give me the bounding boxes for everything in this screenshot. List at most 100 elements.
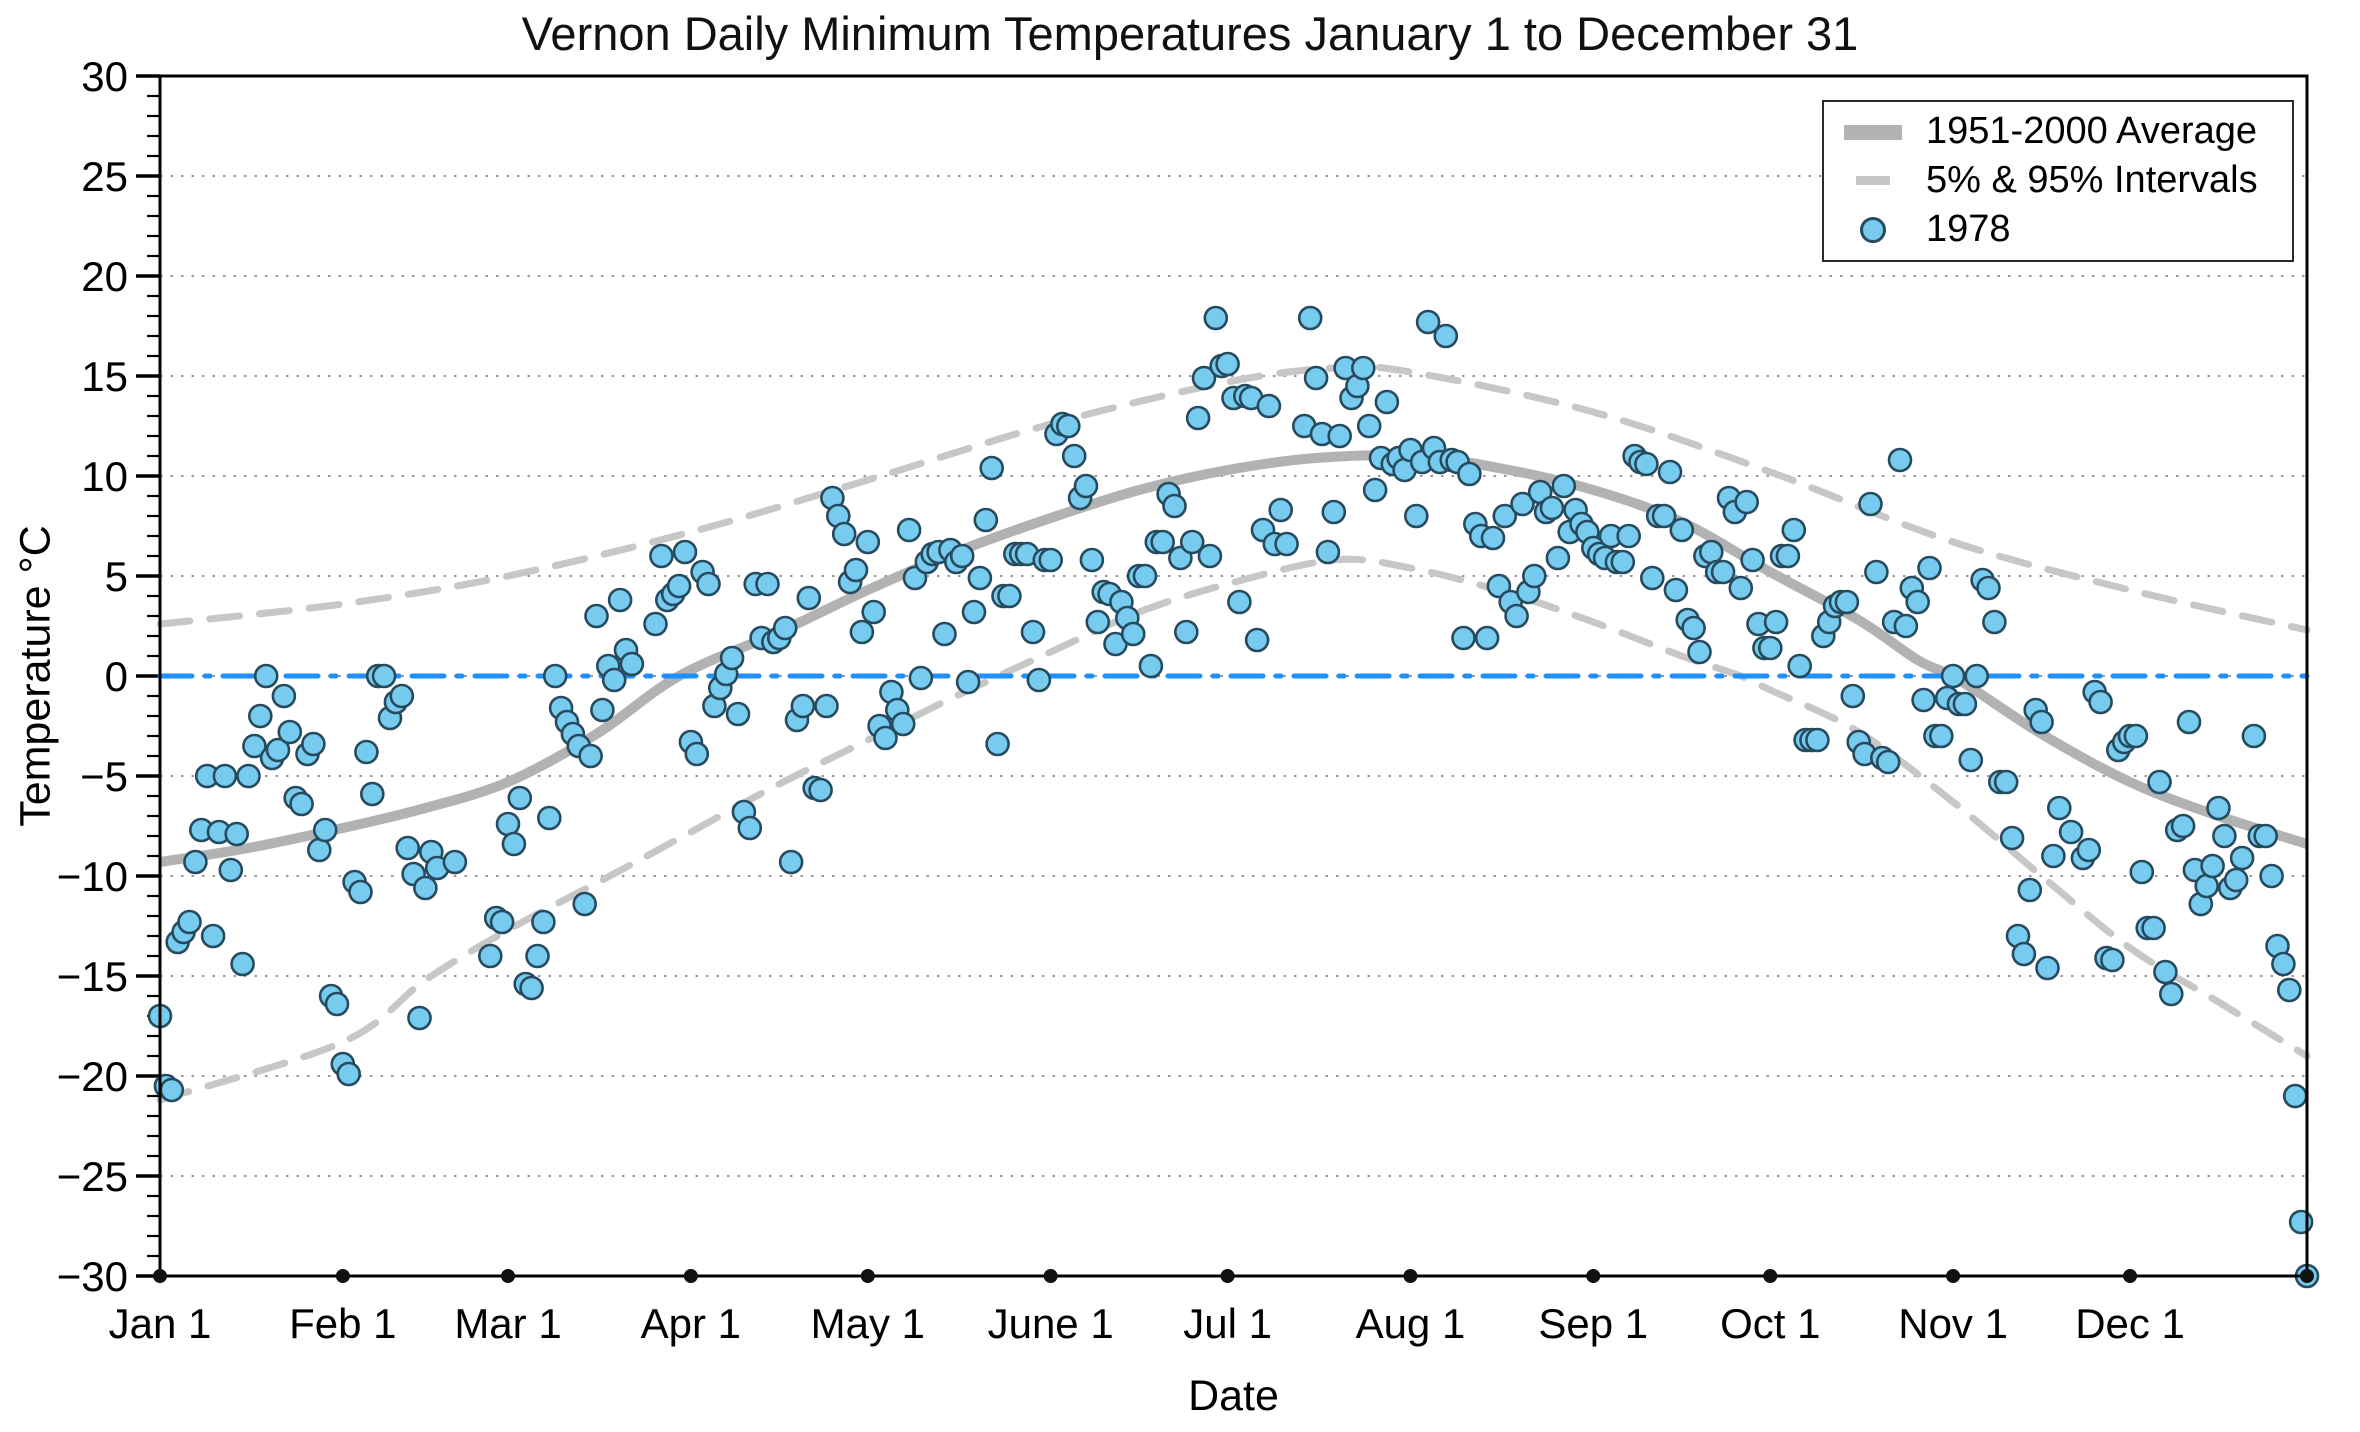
month-tick-dot bbox=[501, 1269, 516, 1283]
scatter-point bbox=[755, 571, 780, 597]
scatter-point bbox=[1634, 451, 1659, 477]
scatter-point bbox=[2129, 859, 2155, 885]
scatter-point bbox=[1185, 405, 1211, 431]
scatter-point bbox=[536, 805, 562, 831]
scatter-point bbox=[2153, 959, 2178, 985]
scatter-point bbox=[183, 849, 208, 875]
scatter-point bbox=[531, 909, 556, 935]
x-tick-label: Feb 1 bbox=[289, 1300, 396, 1347]
month-tick-dot bbox=[335, 1269, 350, 1283]
scatter-point bbox=[1415, 309, 1441, 335]
scatter-point bbox=[973, 507, 999, 533]
scatter-point bbox=[477, 943, 503, 969]
scatter-point bbox=[324, 991, 350, 1017]
scatter-point bbox=[507, 785, 533, 811]
y-tick-label: 10 bbox=[81, 453, 128, 500]
scatter-point bbox=[289, 791, 314, 817]
scatter-point bbox=[1522, 563, 1547, 589]
scatter-point bbox=[1150, 529, 1175, 555]
scatter-point bbox=[442, 849, 468, 875]
scatter-point bbox=[1297, 305, 1323, 331]
y-tick-label: −15 bbox=[57, 953, 128, 1000]
average-line-swatch-icon bbox=[1842, 124, 1904, 140]
scatter-point bbox=[2159, 981, 2184, 1007]
scatter-point bbox=[772, 615, 798, 641]
scatter-point bbox=[489, 909, 515, 935]
scatter-point bbox=[236, 763, 261, 789]
y-tick-label: −10 bbox=[57, 853, 128, 900]
y-tick-label: −25 bbox=[57, 1153, 128, 1200]
scatter-point bbox=[2147, 769, 2172, 795]
scatter-point bbox=[2076, 837, 2102, 863]
scatter-point bbox=[649, 543, 674, 569]
scatter-point bbox=[961, 599, 987, 625]
scatter-point bbox=[159, 1077, 185, 1103]
legend-item-intervals: 5% & 95% Intervals bbox=[1842, 159, 2292, 202]
scatter-point bbox=[1911, 687, 1936, 713]
scatter-point bbox=[578, 743, 603, 769]
scatter-point bbox=[1929, 723, 1954, 749]
scatter-point bbox=[306, 837, 332, 863]
scatter-point bbox=[1227, 589, 1252, 615]
scatter-point bbox=[1061, 443, 1087, 469]
scatter-point bbox=[1681, 615, 1706, 641]
scatter-point bbox=[1958, 747, 1984, 773]
scatter-point bbox=[1905, 589, 1930, 615]
scatter-point bbox=[265, 737, 291, 763]
scatter-point bbox=[1079, 547, 1105, 573]
scatter-point bbox=[590, 697, 615, 723]
scatter-point bbox=[1191, 365, 1217, 391]
scatter-point bbox=[1315, 539, 1341, 565]
scatter-point bbox=[2176, 709, 2202, 735]
scatter-point bbox=[2123, 723, 2149, 749]
scatter-point bbox=[1132, 563, 1158, 589]
scatter-point bbox=[519, 975, 544, 1001]
scatter-point bbox=[1351, 355, 1376, 381]
scatter-point bbox=[572, 891, 598, 917]
scatter-point bbox=[855, 529, 881, 555]
scatter-point bbox=[2058, 819, 2084, 845]
scatter-point bbox=[1616, 523, 1641, 549]
scatter-point bbox=[277, 719, 303, 745]
month-tick-dot bbox=[1763, 1269, 1778, 1283]
page-title: Vernon Daily Minimum Temperatures Januar… bbox=[521, 7, 1859, 60]
scatter-point bbox=[2041, 843, 2066, 869]
scatter-point bbox=[1073, 473, 1099, 499]
scatter-point bbox=[908, 665, 934, 691]
scatter-point bbox=[2259, 863, 2284, 889]
scatter-point bbox=[1834, 589, 1860, 615]
scatter-point bbox=[1669, 517, 1695, 543]
scatter-point bbox=[1687, 639, 1712, 665]
scatter-point bbox=[2047, 795, 2072, 821]
scatter-point bbox=[619, 651, 645, 677]
x-tick-label: Dec 1 bbox=[2075, 1300, 2185, 1347]
scatter-point bbox=[1268, 497, 1293, 523]
scatter-point bbox=[2100, 947, 2125, 973]
interval-curve bbox=[156, 555, 2311, 1104]
scatter-point bbox=[242, 733, 267, 759]
scatter-point bbox=[1775, 543, 1801, 569]
scatter-point bbox=[979, 455, 1005, 481]
scatter-point bbox=[896, 517, 922, 543]
scatter-point bbox=[2088, 689, 2113, 715]
month-tick-dot bbox=[2123, 1269, 2138, 1283]
y-tick-label: 5 bbox=[105, 553, 128, 600]
scatter-point bbox=[997, 583, 1022, 609]
legend-item-1978: 1978 bbox=[1842, 208, 2292, 251]
scatter-point bbox=[778, 849, 804, 875]
scatter-point bbox=[1356, 413, 1382, 439]
scatter-point bbox=[2035, 955, 2060, 981]
scatter-point bbox=[1663, 577, 1689, 603]
scatter-point bbox=[696, 571, 721, 597]
scatter-point bbox=[1197, 543, 1223, 569]
scatter-point bbox=[1085, 609, 1111, 635]
scatter-point bbox=[224, 821, 249, 847]
y-tick-label: 20 bbox=[81, 253, 128, 300]
scatter-point bbox=[1952, 691, 1978, 717]
scatter-point bbox=[407, 1005, 432, 1031]
month-tick-dot bbox=[1946, 1269, 1961, 1283]
y-tick-label: 15 bbox=[81, 353, 128, 400]
month-tick-dot bbox=[860, 1269, 875, 1283]
scatter-point bbox=[1763, 609, 1789, 635]
scatter-point bbox=[1179, 529, 1205, 555]
